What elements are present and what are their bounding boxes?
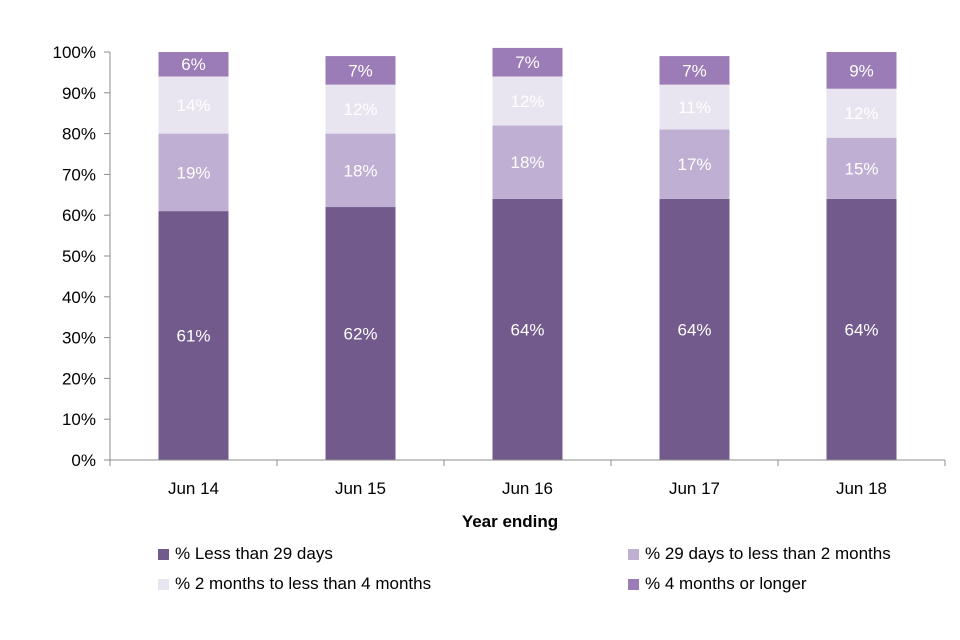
legend-item: % 2 months to less than 4 months	[158, 574, 431, 594]
data-label: 9%	[849, 61, 874, 80]
bar-segment	[826, 198, 897, 460]
bar-segment	[826, 88, 897, 138]
legend-swatch	[628, 578, 639, 590]
y-tick-label: 10%	[62, 410, 96, 429]
bar-segment	[325, 207, 396, 460]
bar-segment	[158, 133, 229, 212]
x-tick-label: Jun 14	[168, 479, 219, 498]
legend-label: % 2 months to less than 4 months	[175, 574, 432, 593]
data-label: 12%	[343, 100, 377, 119]
data-label: 15%	[844, 159, 878, 178]
data-label: 7%	[682, 61, 707, 80]
data-label: 7%	[515, 53, 540, 72]
data-label: 7%	[348, 61, 373, 80]
stacked-bar-chart: 0% 10% 20% 30% 40% 50% 60% 70% 80% 90% 100% 61% 19%…	[53, 43, 946, 531]
y-tick-label: 100%	[53, 43, 96, 62]
bar-segment	[325, 56, 396, 85]
data-label: 64%	[677, 320, 711, 339]
bar-segment	[325, 84, 396, 134]
data-label: 18%	[510, 153, 544, 172]
legend-label: % Less than 29 days	[175, 544, 333, 563]
y-tick-label: 30%	[62, 329, 96, 348]
bar-segment	[158, 76, 229, 134]
y-tick-label: 0%	[71, 451, 96, 470]
data-label: 6%	[181, 55, 206, 74]
bar-segment	[826, 137, 897, 199]
y-tick-label: 70%	[62, 165, 96, 184]
legend-label: % 29 days to less than 2 months	[645, 544, 891, 563]
data-label: 19%	[176, 163, 210, 182]
legend-swatch	[158, 578, 169, 590]
x-tick-label: Jun 16	[502, 479, 553, 498]
bars: 61% 19% 14% 6% 62% 18% 12% 7% 64% 18% 12% 7% 64% 17% 1…	[158, 47, 897, 460]
y-tick-label: 90%	[62, 84, 96, 103]
legend-swatch	[628, 548, 639, 560]
data-label: 14%	[176, 96, 210, 115]
legend-item: % 29 days to less than 2 months	[628, 544, 891, 564]
bar-segment	[826, 52, 897, 89]
x-tick-label: Jun 18	[836, 479, 887, 498]
x-axis: Jun 14 Jun 15 Jun 16 Jun 17 Jun 18	[109, 459, 946, 498]
bar-segment	[158, 52, 229, 77]
data-label: 18%	[343, 161, 377, 180]
legend-label: % 4 months or longer	[645, 574, 807, 593]
data-label: 64%	[510, 320, 544, 339]
bar-segment	[659, 84, 730, 130]
data-label: 62%	[343, 325, 377, 344]
bar-segment	[492, 198, 563, 460]
bar-segment	[492, 125, 563, 199]
legend-swatch	[158, 548, 169, 560]
x-tick-label: Jun 17	[669, 479, 720, 498]
x-axis-title: Year ending	[462, 512, 558, 531]
bar-segment	[325, 133, 396, 208]
y-tick-label: 60%	[62, 206, 96, 225]
y-tick-label: 40%	[62, 288, 96, 307]
data-label: 64%	[844, 320, 878, 339]
data-label: 12%	[510, 92, 544, 111]
data-label: 12%	[844, 104, 878, 123]
y-tick-label: 20%	[62, 369, 96, 388]
y-tick-label: 50%	[62, 247, 96, 266]
data-label: 17%	[677, 155, 711, 174]
data-label: 11%	[678, 98, 711, 117]
bar-segment	[659, 56, 730, 85]
y-axis: 0% 10% 20% 30% 40% 50% 60% 70% 80% 90% 100%	[53, 43, 111, 470]
bar-segment	[659, 198, 730, 460]
bar-segment	[492, 76, 563, 126]
legend-item: % 4 months or longer	[628, 574, 807, 594]
x-tick-label: Jun 15	[335, 479, 386, 498]
legend-item: % Less than 29 days	[158, 544, 333, 564]
bar-segment	[158, 211, 229, 460]
bar-segment	[492, 47, 563, 77]
data-label: 61%	[176, 327, 210, 346]
bar-segment	[659, 129, 730, 199]
y-tick-label: 80%	[62, 125, 96, 144]
